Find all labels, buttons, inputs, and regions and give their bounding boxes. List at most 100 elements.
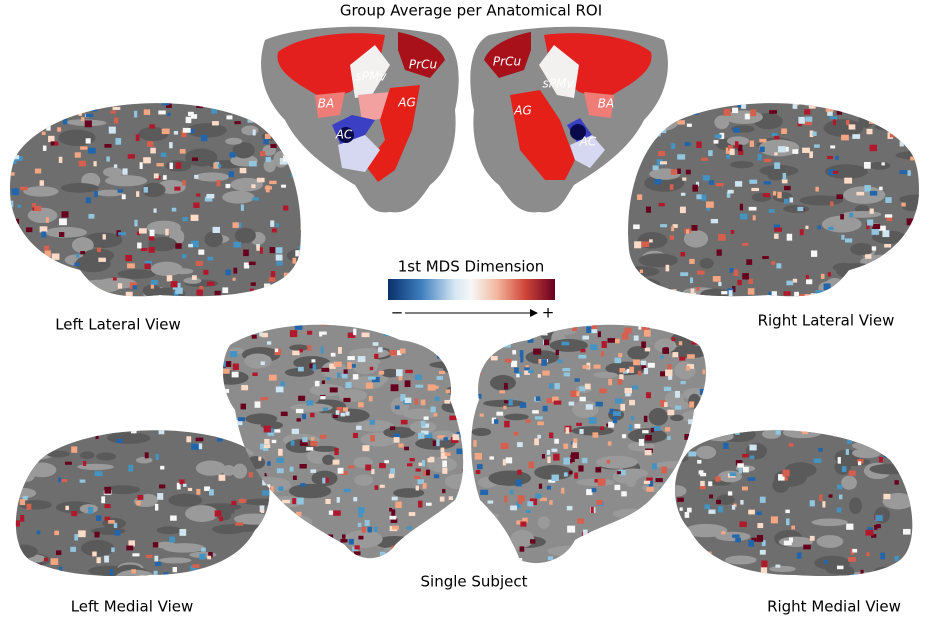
texture-patch	[28, 261, 36, 265]
texture-patch	[112, 106, 121, 110]
texture-patch	[649, 239, 653, 243]
texture-patch	[691, 339, 699, 345]
texture-patch	[347, 362, 352, 369]
texture-patch	[235, 522, 244, 526]
texture-patch	[576, 391, 580, 397]
texture-patch	[809, 500, 815, 507]
texture-patch	[516, 557, 523, 564]
sulcus	[622, 525, 661, 535]
sulcus	[628, 271, 643, 281]
texture-patch	[179, 479, 185, 485]
texture-patch	[369, 319, 373, 325]
texture-patch	[658, 150, 666, 157]
texture-patch	[778, 474, 785, 481]
texture-patch	[456, 431, 464, 438]
texture-patch	[654, 121, 659, 125]
texture-patch	[161, 103, 170, 106]
sulcus	[549, 338, 588, 352]
texture-patch	[553, 453, 560, 461]
sulcus	[15, 278, 52, 285]
texture-patch	[618, 553, 627, 557]
texture-patch	[812, 131, 817, 137]
texture-patch	[423, 562, 428, 569]
texture-patch	[34, 563, 42, 568]
texture-patch	[347, 332, 356, 338]
sulcus	[537, 516, 550, 529]
texture-patch	[414, 398, 419, 405]
texture-patch	[212, 226, 220, 233]
texture-patch	[282, 499, 291, 504]
texture-patch	[225, 361, 232, 367]
texture-patch	[226, 115, 233, 120]
texture-patch	[757, 523, 764, 529]
texture-patch	[776, 263, 782, 269]
texture-patch	[836, 565, 844, 570]
texture-patch	[330, 352, 336, 357]
texture-patch	[614, 484, 621, 491]
texture-patch	[213, 162, 218, 169]
texture-patch	[186, 436, 192, 443]
texture-patch	[792, 576, 796, 579]
texture-patch	[622, 527, 627, 532]
texture-patch	[251, 184, 256, 189]
texture-patch	[261, 548, 270, 553]
sulcus	[105, 175, 148, 187]
texture-patch	[601, 341, 607, 348]
texture-patch	[785, 509, 790, 514]
texture-patch	[207, 555, 212, 560]
texture-patch	[733, 269, 739, 276]
texture-patch	[143, 157, 151, 164]
texture-patch	[52, 112, 59, 118]
texture-patch	[239, 167, 247, 174]
texture-patch	[383, 330, 392, 336]
texture-patch	[546, 485, 552, 490]
sulcus	[244, 353, 272, 369]
texture-patch	[496, 324, 504, 330]
texture-patch	[535, 396, 541, 401]
texture-patch	[699, 399, 706, 406]
texture-patch	[491, 417, 496, 424]
sulcus	[158, 557, 192, 564]
texture-patch	[686, 364, 695, 369]
roi-region	[398, 32, 445, 78]
texture-patch	[307, 345, 312, 351]
sulcus	[784, 462, 817, 478]
texture-patch	[696, 286, 700, 291]
texture-patch	[465, 365, 471, 372]
texture-patch	[321, 367, 330, 372]
texture-patch	[357, 356, 366, 363]
texture-patch	[643, 567, 650, 572]
texture-patch	[869, 208, 874, 214]
texture-patch	[908, 578, 912, 583]
texture-patch	[748, 206, 757, 211]
texture-patch	[707, 406, 712, 412]
texture-patch	[586, 489, 593, 496]
texture-patch	[426, 502, 432, 506]
texture-patch	[423, 416, 429, 420]
texture-patch	[249, 288, 254, 294]
texture-patch	[470, 325, 477, 330]
texture-patch	[443, 437, 448, 441]
texture-patch	[298, 395, 306, 401]
texture-patch	[185, 116, 192, 124]
texture-patch	[596, 500, 603, 505]
texture-patch	[388, 473, 393, 479]
texture-patch	[426, 469, 430, 476]
texture-patch	[813, 144, 820, 148]
sulcus	[219, 523, 262, 533]
texture-patch	[245, 324, 254, 331]
texture-patch	[641, 364, 646, 370]
texture-patch	[340, 539, 348, 543]
colorbar-label: 1st MDS Dimension	[398, 258, 545, 276]
texture-patch	[759, 549, 766, 555]
texture-patch	[806, 279, 813, 285]
texture-patch	[43, 276, 49, 281]
texture-patch	[645, 206, 651, 213]
texture-patch	[684, 141, 691, 147]
texture-patch	[390, 517, 398, 523]
texture-patch	[436, 376, 444, 380]
texture-patch	[93, 292, 101, 297]
sulcus	[670, 414, 684, 422]
texture-patch	[557, 359, 563, 364]
texture-patch	[342, 407, 348, 412]
